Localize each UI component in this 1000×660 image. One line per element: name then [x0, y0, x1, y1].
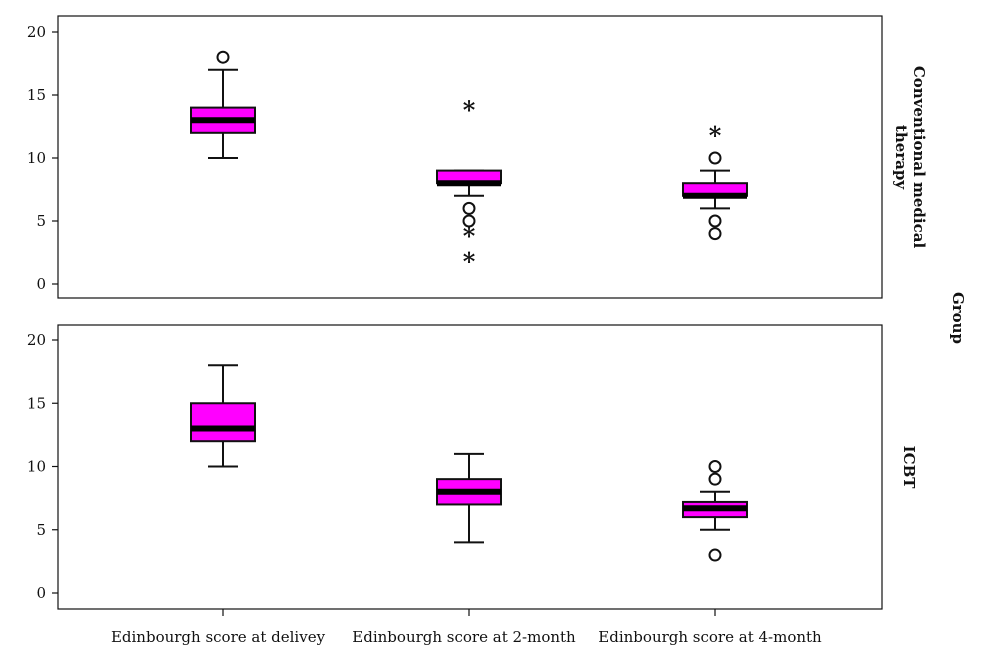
y-tick-label: 20 [27, 331, 46, 349]
y-tick-label: 0 [36, 275, 46, 293]
y-tick-label: 5 [36, 521, 46, 539]
box-iqr [190, 402, 256, 443]
extreme-point: * [463, 222, 476, 251]
panel-group-label-line: therapy [892, 125, 910, 190]
y-tick-label: 20 [27, 23, 46, 41]
outlier-point [708, 472, 722, 486]
group-strip-title: Group [949, 292, 967, 344]
outlier-point [216, 50, 230, 64]
panel-group-label-line: Conventional medical [910, 66, 928, 249]
panel-frame [57, 15, 883, 299]
outlier-point [708, 214, 722, 228]
outlier-point [462, 201, 476, 215]
y-tick-label: 15 [27, 86, 46, 104]
extreme-point: * [709, 121, 722, 150]
x-category-label: Edinbourgh score at 4-month [598, 628, 822, 646]
outlier-point [708, 548, 722, 562]
y-tick-label: 5 [36, 212, 46, 230]
outlier-point [708, 151, 722, 165]
y-tick-label: 10 [27, 149, 46, 167]
y-tick-label: 0 [36, 584, 46, 602]
y-tick-label: 10 [27, 458, 46, 476]
panel-group-label: ICBT [900, 446, 918, 490]
x-category-label: Edinbourgh score at delivey [111, 628, 326, 646]
y-tick-label: 15 [27, 394, 46, 412]
outlier-point [708, 460, 722, 473]
panel-group-label: Conventional medicaltherapy [892, 66, 928, 249]
outlier-point [708, 227, 722, 241]
x-category-label: Edinbourgh score at 2-month [352, 628, 576, 646]
extreme-point: * [463, 96, 476, 125]
outlier-point [462, 214, 476, 228]
extreme-point: * [463, 247, 476, 276]
